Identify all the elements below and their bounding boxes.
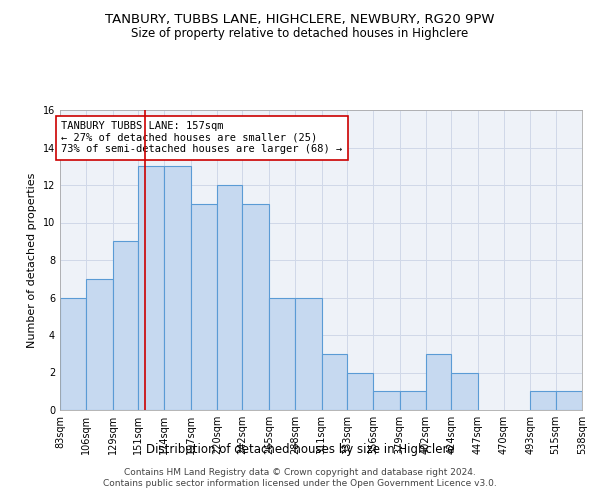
Text: TANBURY, TUBBS LANE, HIGHCLERE, NEWBURY, RG20 9PW: TANBURY, TUBBS LANE, HIGHCLERE, NEWBURY,… <box>105 12 495 26</box>
Bar <box>191 204 217 410</box>
Bar <box>295 298 322 410</box>
Bar <box>400 391 426 410</box>
Bar <box>530 391 556 410</box>
Bar <box>164 166 191 410</box>
Bar <box>60 298 86 410</box>
Text: Distribution of detached houses by size in Highclere: Distribution of detached houses by size … <box>146 442 454 456</box>
Bar <box>347 372 373 410</box>
Bar <box>426 354 451 410</box>
Bar <box>451 372 478 410</box>
Bar <box>242 204 269 410</box>
Bar <box>556 391 582 410</box>
Bar <box>217 185 242 410</box>
Text: Size of property relative to detached houses in Highclere: Size of property relative to detached ho… <box>131 28 469 40</box>
Bar <box>322 354 347 410</box>
Text: Contains HM Land Registry data © Crown copyright and database right 2024.
Contai: Contains HM Land Registry data © Crown c… <box>103 468 497 487</box>
Bar <box>113 242 138 410</box>
Bar <box>138 166 164 410</box>
Y-axis label: Number of detached properties: Number of detached properties <box>27 172 37 348</box>
Bar <box>269 298 295 410</box>
Bar <box>86 279 113 410</box>
Bar <box>373 391 400 410</box>
Text: TANBURY TUBBS LANE: 157sqm
← 27% of detached houses are smaller (25)
73% of semi: TANBURY TUBBS LANE: 157sqm ← 27% of deta… <box>61 121 343 154</box>
